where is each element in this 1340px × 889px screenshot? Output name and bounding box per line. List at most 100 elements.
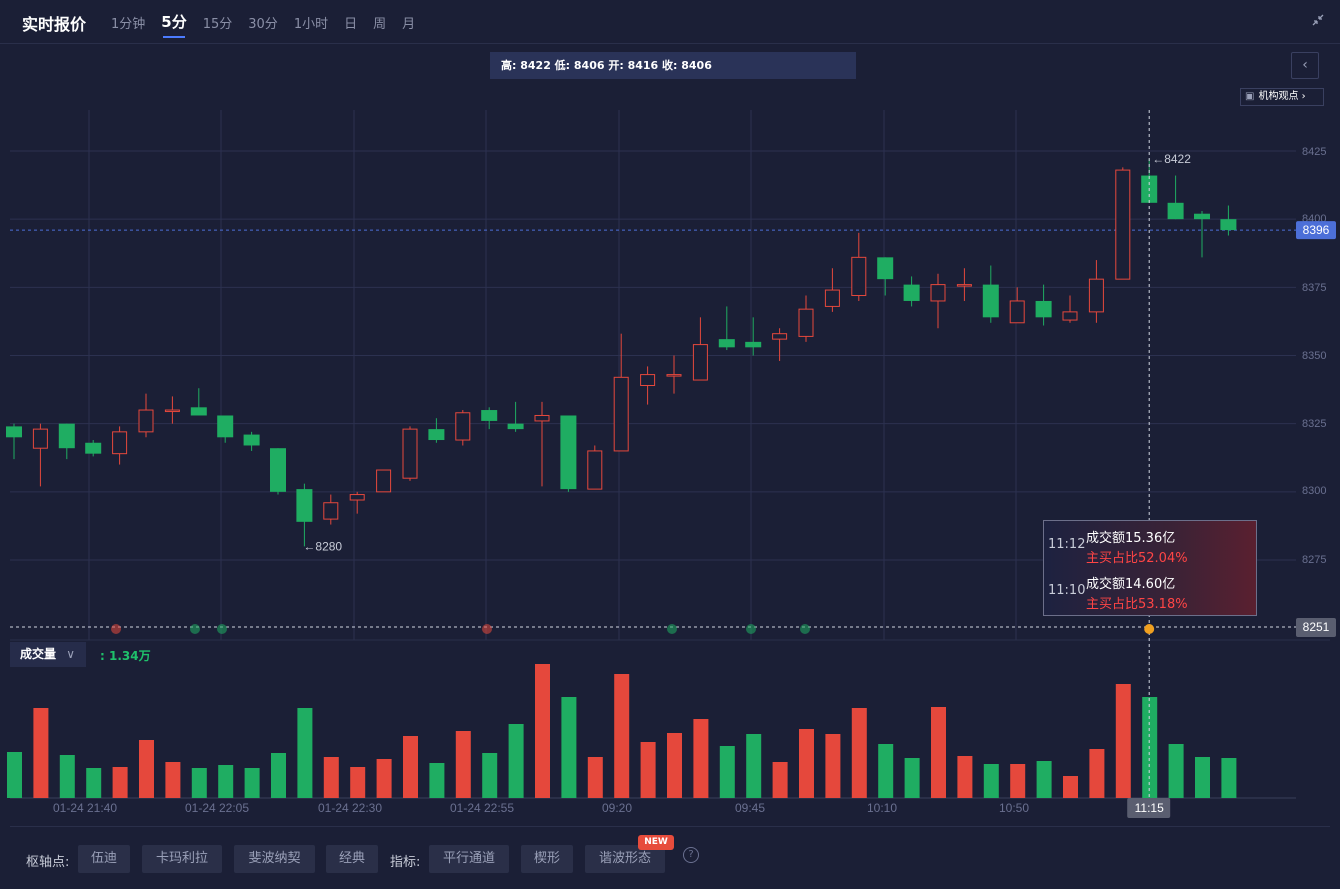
- volume-bar: [1168, 744, 1184, 798]
- pivot-fibonacci-button[interactable]: 斐波纳契: [234, 845, 315, 873]
- tab-timeframe[interactable]: 1小时: [293, 17, 329, 32]
- candle-body: [455, 412, 471, 441]
- parallel-channel-button[interactable]: 平行通道: [429, 845, 509, 873]
- tooltip-row: 11:10 成交额14.60亿 主买占比53.18%: [1044, 567, 1256, 613]
- candle-body: [32, 428, 48, 449]
- top-toolbar: 实时报价 1分钟 5分 15分 30分 1小时日周月: [0, 0, 1340, 44]
- volume-bar: [350, 767, 366, 798]
- volume-bar: [799, 729, 814, 798]
- volume-selector[interactable]: 成交量 ∨: [10, 642, 86, 667]
- trade-tooltip: 11:12 成交额15.36亿 主买占比52.04% 11:10 成交额14.6…: [1043, 520, 1257, 616]
- candle-body: [666, 374, 682, 377]
- candle-body: [296, 489, 313, 522]
- drawing-toolbar: 枢轴点: 伍迪 卡玛利拉 斐波纳契 经典 指标: 平行通道 楔形 谐波形态 NE…: [10, 826, 1330, 889]
- volume-bar: [139, 740, 154, 798]
- tooltip-time: 11:12: [1048, 537, 1086, 552]
- volume-bar: [455, 731, 471, 798]
- help-icon[interactable]: ?: [683, 847, 699, 863]
- volume-bar: [1089, 749, 1105, 798]
- collapse-icon[interactable]: [1310, 12, 1326, 28]
- time-axis-label: 01-24 21:40: [53, 801, 117, 815]
- pivot-woodie-button[interactable]: 伍迪: [78, 845, 130, 873]
- volume-bar: [1010, 764, 1026, 798]
- candle-body: [270, 448, 286, 492]
- pivot-classic-button[interactable]: 经典: [326, 845, 378, 873]
- volume-value: : 1.34万: [100, 649, 151, 663]
- volume-bar: [719, 746, 735, 798]
- wedge-button[interactable]: 楔形: [521, 845, 573, 873]
- price-tick-label: 8325: [1302, 418, 1326, 430]
- volume-bar: [59, 755, 75, 798]
- candle-body: [772, 333, 788, 340]
- current-price-badge: [1296, 221, 1336, 240]
- event-marker-icon: [746, 624, 756, 634]
- volume-bar: [640, 742, 656, 798]
- crosshair-marker: [1144, 624, 1155, 634]
- candle-body: [982, 284, 999, 318]
- low-annotation: ←8280: [303, 539, 342, 553]
- volume-bar: [1195, 757, 1210, 798]
- volume-bar: [218, 765, 234, 798]
- volume-bar: [614, 674, 630, 798]
- volume-bar: [746, 734, 762, 798]
- price-tick-label: 8375: [1302, 282, 1326, 294]
- candle-body: [323, 502, 339, 520]
- tab-timeframe[interactable]: 日: [344, 17, 358, 32]
- candle-body: [534, 414, 550, 422]
- chevron-left-icon[interactable]: ‹: [1291, 52, 1319, 79]
- candle-body: [190, 407, 207, 416]
- time-axis-label: 10:50: [999, 801, 1029, 815]
- volume-bar: [904, 758, 920, 798]
- candle-body: [1220, 219, 1237, 231]
- institution-view-button[interactable]: ▣ 机构观点 ›: [1240, 88, 1324, 106]
- volume-bar: [429, 763, 445, 798]
- indicator-label: 指标:: [390, 855, 421, 870]
- candle-body: [6, 426, 22, 438]
- time-axis-label: 10:10: [867, 801, 897, 815]
- current-price-label: 8396: [1303, 223, 1330, 237]
- volume-bar: [191, 768, 207, 798]
- price-tick-label: 8350: [1302, 350, 1326, 362]
- candle-body: [956, 284, 972, 287]
- crosshair-price-label: 8251: [1303, 620, 1330, 634]
- tooltip-amount: 成交额15.36亿: [1086, 531, 1176, 546]
- candle-body: [745, 341, 762, 348]
- volume-bar: [1063, 776, 1078, 798]
- volume-bar: [957, 756, 973, 798]
- binoculars-icon: ▣: [1245, 91, 1255, 102]
- tab-timeframe[interactable]: 5分: [161, 13, 187, 38]
- candle-body: [243, 434, 260, 446]
- tab-timeframe[interactable]: 周: [373, 17, 387, 32]
- institution-view-label: 机构观点: [1258, 91, 1299, 102]
- pivot-camarilla-button[interactable]: 卡玛利拉: [142, 845, 222, 873]
- tab-timeframe[interactable]: 月: [402, 17, 416, 32]
- candle-body: [587, 450, 603, 490]
- tab-timeframe[interactable]: 30分: [248, 17, 278, 32]
- ohlc-info: 高: 8422 低: 8406 开: 8416 收: 8406: [490, 52, 856, 79]
- event-marker-icon: [111, 624, 121, 634]
- candle-body: [376, 469, 392, 493]
- volume-bar: [482, 753, 498, 798]
- volume-bar: [1221, 758, 1237, 798]
- candle-body: [1115, 169, 1131, 280]
- pivot-label: 枢轴点:: [26, 855, 70, 870]
- volume-bar: [508, 724, 524, 798]
- candle-body: [349, 494, 365, 501]
- volume-bar: [772, 762, 788, 798]
- candle-body: [507, 423, 524, 430]
- time-axis-label: 09:45: [735, 801, 765, 815]
- price-tick-label: 8300: [1302, 485, 1326, 497]
- tab-timeframe[interactable]: 15分: [202, 17, 233, 32]
- volume-bar: [693, 719, 709, 798]
- tab-timeframe[interactable]: 1分钟: [111, 17, 146, 32]
- new-badge: NEW: [638, 835, 674, 850]
- time-axis-label: 01-24 22:30: [318, 801, 382, 815]
- volume-bar: [7, 752, 22, 798]
- candle-body: [1194, 213, 1210, 220]
- candle-body: [1167, 202, 1184, 220]
- volume-bar: [323, 757, 339, 798]
- volume-bar: [983, 764, 999, 798]
- page-title: 实时报价: [22, 15, 87, 34]
- candle-body: [851, 256, 867, 297]
